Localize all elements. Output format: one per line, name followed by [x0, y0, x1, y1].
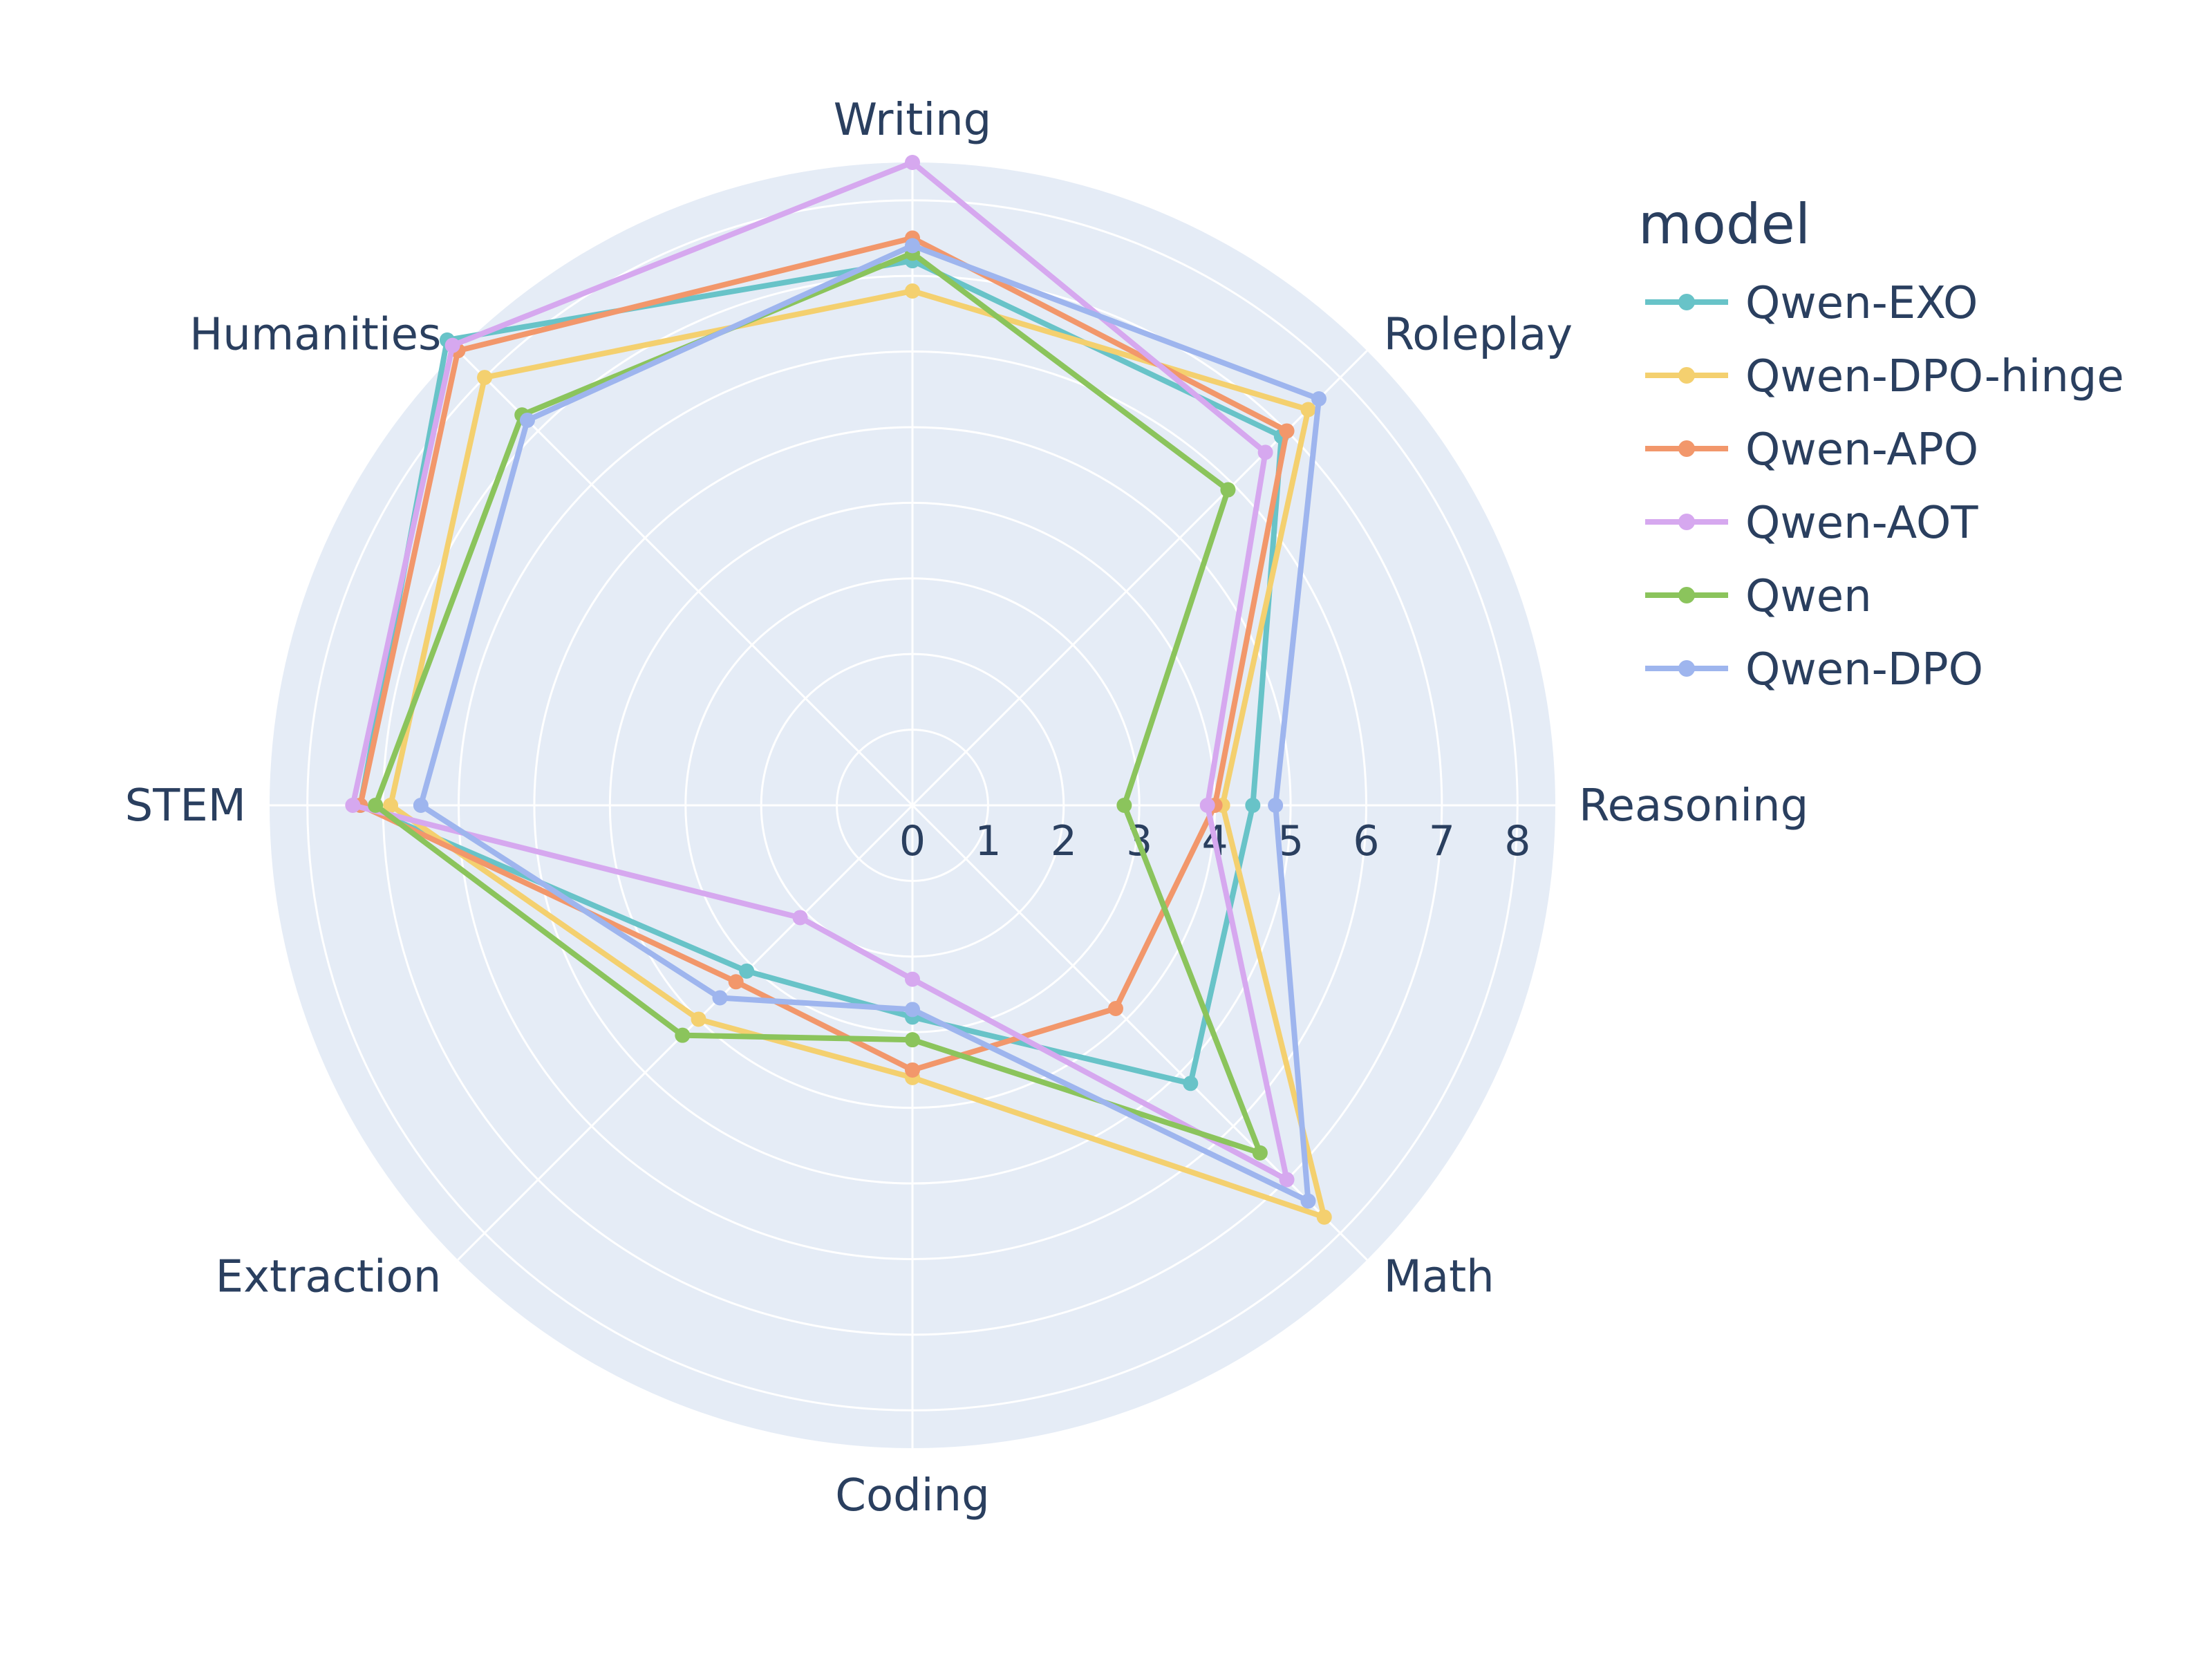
series-qwen — [368, 245, 1268, 1161]
angular-gridlines — [270, 162, 1555, 1448]
data-point-qwen-dpo-coding — [905, 1002, 920, 1018]
data-point-qwen-aot-reasoning — [1199, 798, 1215, 813]
category-label-reasoning: Reasoning — [1579, 780, 1808, 832]
legend-marker — [1678, 367, 1695, 384]
category-label-coding: Coding — [835, 1470, 989, 1521]
data-point-qwen-dpo-hinge-math — [1316, 1209, 1332, 1225]
legend-item[interactable]: Qwen-DPO — [1645, 644, 1983, 695]
category-label-math: Math — [1384, 1252, 1494, 1303]
data-point-qwen-dpo-stem — [413, 798, 429, 813]
radial-tick-label: 6 — [1353, 817, 1379, 865]
series-qwen-dpo — [413, 238, 1327, 1209]
data-point-qwen-dpo-hinge-roleplay — [1300, 402, 1316, 418]
data-point-qwen-dpo-hinge-writing — [905, 283, 920, 299]
data-point-qwen-dpo-roleplay — [1311, 391, 1327, 407]
data-point-qwen-aot-coding — [905, 971, 920, 987]
legend-label: Qwen-APO — [1745, 424, 1978, 476]
legend-label: Qwen-DPO — [1745, 644, 1983, 695]
data-point-qwen-dpo-humanities — [519, 412, 535, 428]
data-point-qwen-exo-extraction — [739, 963, 755, 979]
legend-item[interactable]: Qwen-AOT — [1645, 498, 1978, 549]
radial-tick-label: 7 — [1429, 817, 1455, 865]
data-point-qwen-aot-extraction — [792, 910, 808, 926]
radial-tick-label: 8 — [1504, 817, 1530, 865]
series-qwen-aot — [345, 155, 1295, 1188]
radial-tick-label: 2 — [1051, 817, 1077, 865]
data-point-qwen-aot-humanities — [444, 337, 460, 353]
category-label-writing: Writing — [834, 95, 992, 146]
category-labels: Writing Roleplay Reasoning Math Coding Extrac… — [125, 95, 1809, 1521]
legend-item[interactable]: Qwen — [1645, 571, 1872, 622]
category-label-roleplay: Roleplay — [1384, 309, 1573, 360]
legend-label: Qwen-EXO — [1745, 278, 1978, 329]
category-label-humanities: Humanities — [189, 309, 441, 360]
legend-label: Qwen-AOT — [1745, 498, 1978, 549]
data-point-qwen-extraction — [675, 1027, 691, 1043]
radial-tick-label: 1 — [975, 817, 1001, 865]
data-point-qwen-dpo-writing — [905, 238, 920, 254]
legend-marker — [1678, 440, 1695, 457]
legend: model Qwen-EXO Qwen-DPO-hinge Qwen-APO Qwen… — [1638, 192, 2124, 695]
category-label-stem: STEM — [125, 780, 246, 832]
data-point-qwen-dpo-hinge-extraction — [691, 1011, 706, 1027]
category-label-extraction: Extraction — [216, 1252, 442, 1303]
data-point-qwen-reasoning — [1116, 798, 1132, 813]
data-point-qwen-dpo-hinge-stem — [383, 798, 399, 813]
legend-marker — [1678, 660, 1695, 677]
data-point-qwen-aot-writing — [905, 155, 920, 170]
data-point-qwen-apo-roleplay — [1279, 423, 1295, 439]
legend-marker — [1678, 587, 1695, 603]
legend-item[interactable]: Qwen-DPO-hinge — [1645, 351, 2124, 402]
data-point-qwen-coding — [905, 1032, 920, 1048]
grid-spoke — [457, 350, 914, 807]
data-point-qwen-stem — [368, 798, 384, 813]
series-layer — [345, 155, 1332, 1225]
data-point-qwen-aot-roleplay — [1257, 444, 1273, 460]
data-point-qwen-dpo-reasoning — [1268, 798, 1284, 813]
data-point-qwen-exo-math — [1183, 1076, 1199, 1091]
data-point-qwen-aot-math — [1279, 1172, 1295, 1188]
data-point-qwen-apo-extraction — [728, 974, 744, 990]
legend-item[interactable]: Qwen-EXO — [1645, 278, 1978, 329]
legend-title: model — [1638, 192, 1810, 256]
data-point-qwen-dpo-math — [1300, 1193, 1316, 1209]
data-point-qwen-aot-stem — [345, 798, 361, 813]
data-point-qwen-apo-coding — [905, 1062, 920, 1078]
data-point-qwen-exo-reasoning — [1245, 798, 1261, 813]
legend-label: Qwen — [1745, 571, 1872, 622]
data-point-qwen-dpo-extraction — [712, 990, 728, 1006]
radial-tick-label: 0 — [899, 817, 926, 865]
legend-item[interactable]: Qwen-APO — [1645, 424, 1978, 476]
data-point-qwen-math — [1252, 1145, 1268, 1161]
data-point-qwen-roleplay — [1220, 482, 1236, 498]
legend-label: Qwen-DPO-hinge — [1745, 351, 2124, 402]
legend-marker — [1678, 294, 1695, 310]
data-point-qwen-dpo-hinge-humanities — [477, 370, 493, 386]
legend-marker — [1678, 514, 1695, 530]
data-point-qwen-apo-math — [1107, 1000, 1123, 1016]
